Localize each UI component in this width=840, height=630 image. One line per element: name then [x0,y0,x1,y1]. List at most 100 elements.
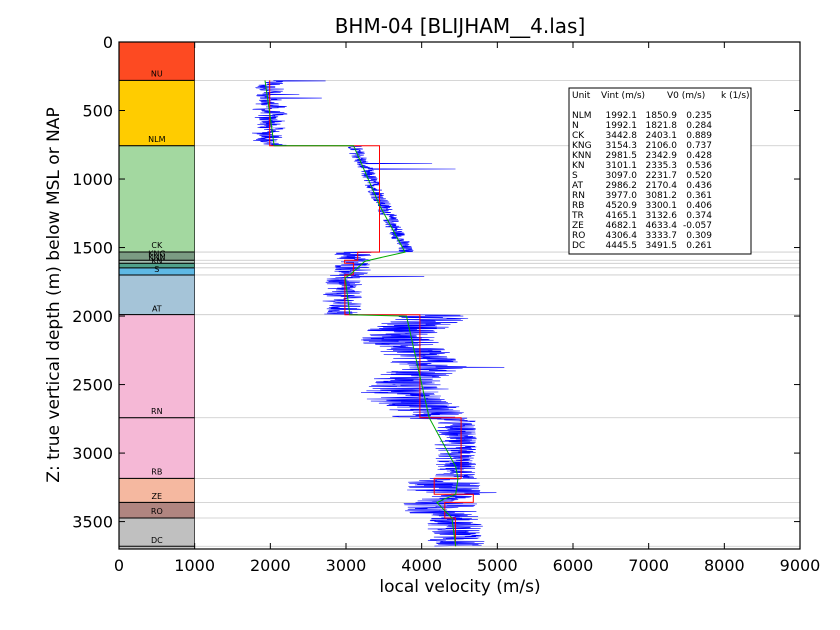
table-cell-5-3: 0.536 [686,161,712,171]
x-tick-label-3: 3000 [326,556,367,575]
table-cell-12-0: RO [572,231,585,241]
table-cell-11-1: 4682.1 [606,221,638,231]
table-cell-2-2: 2403.1 [646,131,678,141]
unit-label-kng: KNG [148,249,165,258]
table-cell-3-0: KNG [572,141,592,151]
unit-label-kn: KN [151,256,162,265]
table-cell-8-3: 0.361 [686,191,712,201]
table-cell-2-0: CK [572,131,585,141]
x-tick-label-8: 8000 [704,556,745,575]
unit-label-knn: KNN [148,253,165,262]
table-header-1: Vint (m/s) [601,91,645,101]
table-cell-4-1: 2981.5 [606,151,638,161]
unit-label-ze: ZE [152,492,163,501]
x-tick-label-5: 5000 [477,556,518,575]
plot-frame [118,41,801,550]
model-line-0 [269,80,474,547]
unit-label-dc: DC [151,536,163,545]
y-tick-label-7: 3500 [72,513,113,532]
unit-label-ro: RO [151,507,163,516]
table-cell-0-1: 1992.1 [606,111,638,121]
table-cell-1-1: 1992.1 [606,121,638,131]
unit-label-at: AT [152,304,162,313]
table-cell-6-0: S [572,171,578,181]
table-cell-4-0: KNN [572,151,591,161]
table-cell-6-2: 2231.7 [646,171,678,181]
table-cell-6-3: 0.520 [686,171,712,181]
table-cell-12-2: 3333.7 [646,231,678,241]
x-tick-label-0: 0 [114,556,124,575]
table-cell-10-3: 0.374 [686,211,712,221]
table-cell-10-1: 4165.1 [606,211,638,221]
unit-rb [118,417,195,479]
table-cell-7-0: AT [572,181,583,191]
table-cell-4-2: 2342.9 [646,151,678,161]
table-cell-13-3: 0.261 [686,241,712,251]
y-tick-label-4: 2000 [72,307,113,326]
unit-label-s: S [154,265,159,274]
table-header-3: k (1/s) [721,91,750,101]
y-axis-label: Z: true vertical depth (m) below MSL or … [44,107,64,482]
table-header-0: Unit [572,91,591,101]
table-cell-4-3: 0.428 [686,151,712,161]
model-line-1 [264,80,459,547]
table-cell-9-0: RB [572,201,584,211]
table-cell-11-0: ZE [572,221,584,231]
table-cell-13-1: 4445.5 [606,241,638,251]
unit-ck [118,145,195,253]
unit-label-ck: CK [151,241,163,250]
x-tick-label-1: 1000 [174,556,215,575]
table-cell-12-1: 4306.4 [606,231,638,241]
unit-at [118,274,195,315]
velocity-log-trace [252,80,505,547]
unit-nu [118,41,195,81]
y-tick-label-6: 3000 [72,444,113,463]
x-tick-label-4: 4000 [401,556,442,575]
table-cell-13-2: 3491.5 [646,241,678,251]
table-cell-2-3: 0.889 [686,131,712,141]
table-box [568,87,752,255]
unit-label-nlm: NLM [148,135,165,144]
log-trace-path [252,80,505,547]
x-tick-label-7: 7000 [628,556,669,575]
table-cell-7-1: 2986.2 [606,181,638,191]
table-cell-10-0: TR [571,211,584,221]
table-cell-8-2: 3081.2 [646,191,678,201]
x-axis-ticks: 0 1000 2000 3000 4000 5000 6000 7000 8000 9000 [114,42,820,575]
table-cell-13-0: DC [572,241,585,251]
chart-title: BHM-04 [BLIJHAM__4.las] [335,14,586,38]
table-cell-5-0: KN [572,161,585,171]
table-cell-10-2: 3132.6 [646,211,678,221]
velocity-model-lines [264,80,474,547]
x-tick-label-9: 9000 [780,556,821,575]
table-cell-0-3: 0.235 [686,111,712,121]
table-cell-0-0: NLM [572,111,592,121]
table-cell-0-2: 1850.9 [646,111,678,121]
table-cell-7-2: 2170.4 [646,181,678,191]
unit-boundary-lines [119,79,800,547]
table-cell-9-1: 4520.9 [606,201,638,211]
table-cell-5-1: 3101.1 [606,161,638,171]
velocity-table: Unit Vint (m/s) V0 (m/s) k (1/s) NLM 1992.1 18… [568,87,752,255]
table-cell-5-2: 2335.3 [646,161,678,171]
y-tick-label-0: 0 [103,33,113,52]
table-cell-7-3: 0.436 [686,181,712,191]
table-cell-3-2: 2106.0 [646,141,678,151]
y-axis-ticks: 0 500 1000 1500 2000 2500 3000 3500 [72,33,800,532]
table-cell-9-2: 3300.1 [646,201,678,211]
table-cell-1-3: 0.284 [686,121,712,131]
y-tick-label-2: 1000 [72,170,113,189]
unit-label-rn: RN [151,407,163,416]
x-axis-label: local velocity (m/s) [379,577,540,597]
table-cell-12-3: 0.309 [686,231,712,241]
table-cell-9-3: 0.406 [686,201,712,211]
table-cell-3-1: 3154.3 [606,141,638,151]
y-tick-label-3: 1500 [72,239,113,258]
y-tick-label-1: 500 [82,102,113,121]
stratigraphy-column [118,41,195,550]
table-cell-3-3: 0.737 [686,141,712,151]
y-tick-label-5: 2500 [72,376,113,395]
table-cell-11-2: 4633.4 [646,221,678,231]
